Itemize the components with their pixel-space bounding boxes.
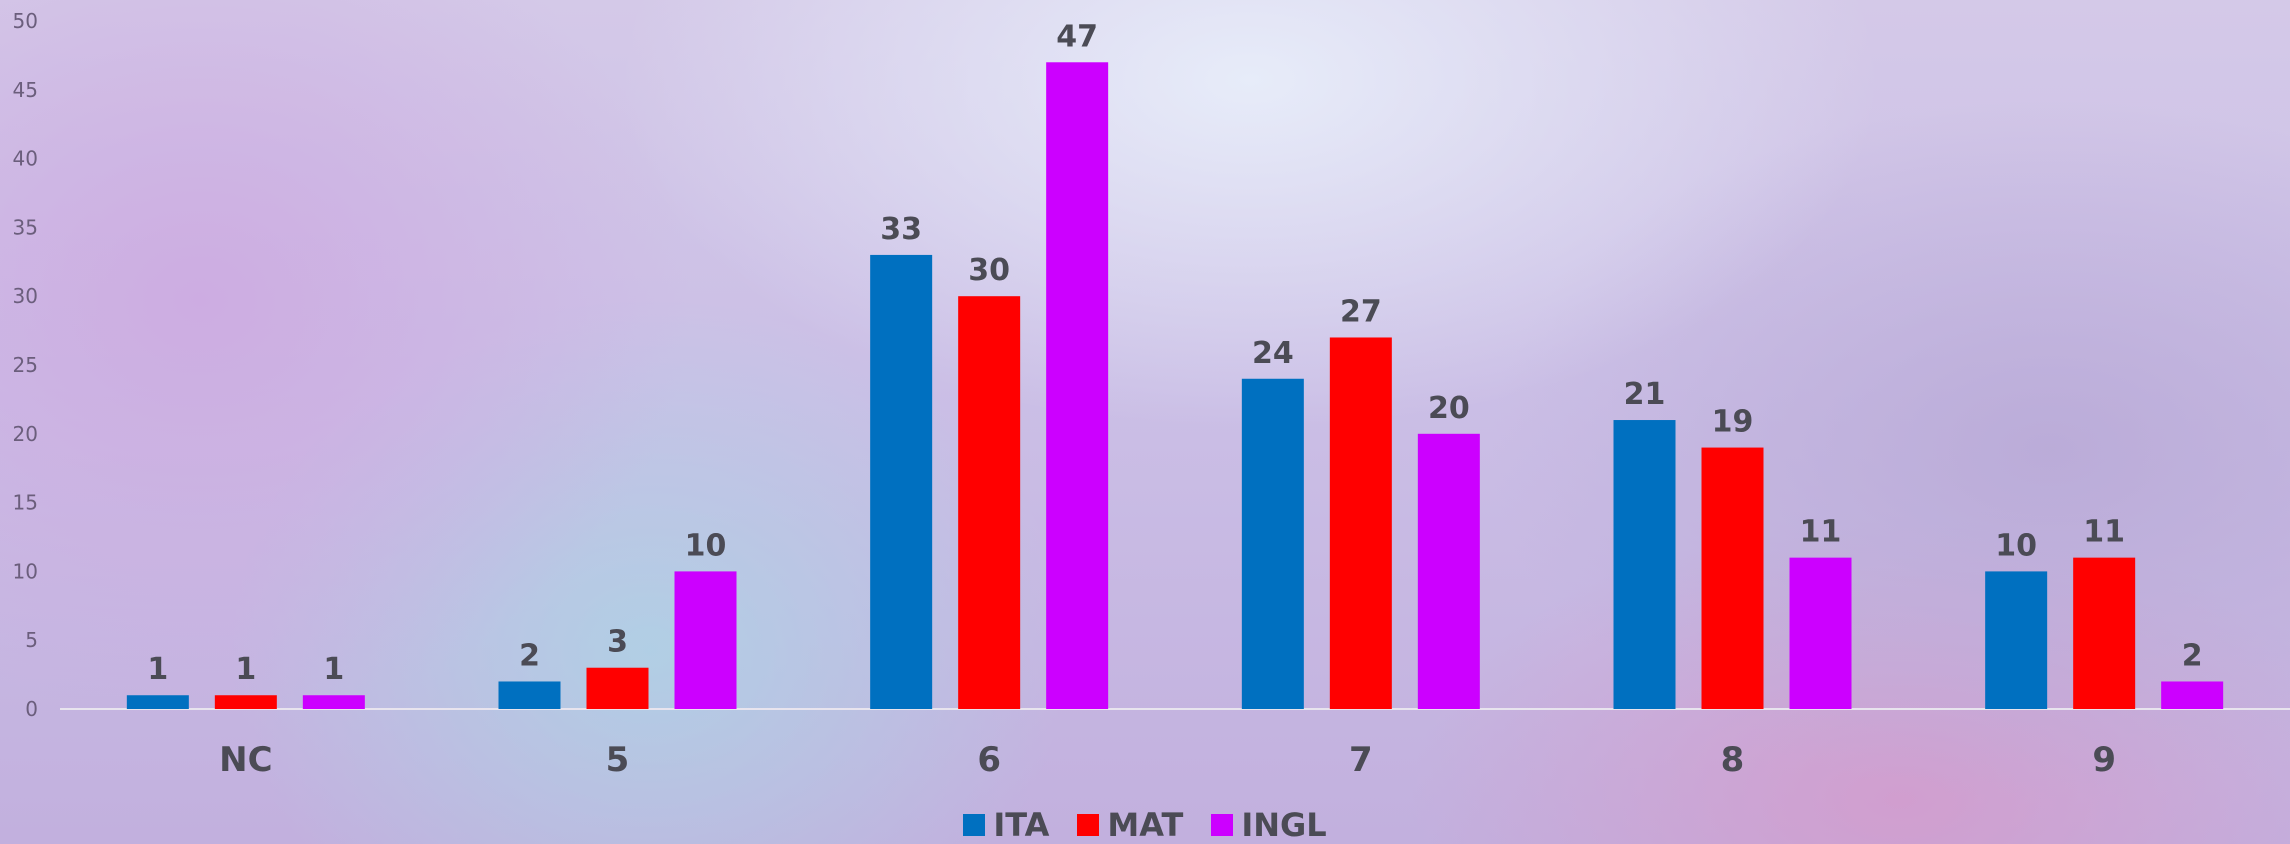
x-tick-label: 7 <box>1349 740 1373 780</box>
data-label: 47 <box>1056 19 1098 54</box>
data-label: 10 <box>685 528 727 563</box>
data-label: 3 <box>607 625 628 660</box>
x-tick-label: 8 <box>1721 740 1745 780</box>
data-label: 19 <box>1712 405 1754 440</box>
bar-mat <box>1329 337 1392 709</box>
data-label: 30 <box>968 253 1010 288</box>
legend-label: INGL <box>1241 806 1327 844</box>
y-tick-label: 10 <box>13 559 38 583</box>
y-tick-label: 30 <box>13 284 38 308</box>
legend-item-ita: ITA <box>963 806 1049 844</box>
bar-ita <box>1613 420 1676 709</box>
legend-swatch <box>963 814 986 836</box>
data-label: 20 <box>1428 391 1470 426</box>
y-tick-label: 5 <box>25 628 38 652</box>
x-tick-label: 6 <box>977 740 1001 780</box>
legend-item-mat: MAT <box>1077 806 1183 844</box>
bar-mat <box>586 667 649 709</box>
y-tick-label: 15 <box>13 491 38 515</box>
bar-ingl <box>674 571 737 709</box>
legend-label: ITA <box>993 806 1050 844</box>
bar-ingl <box>1046 62 1109 709</box>
y-tick-label: 50 <box>13 9 38 33</box>
bar-ita <box>1985 571 2048 709</box>
y-tick-label: 20 <box>13 422 38 446</box>
bar-mat <box>1701 447 1764 709</box>
x-tick-label: 9 <box>2092 740 2116 780</box>
bar-ingl <box>302 695 365 709</box>
data-label: 27 <box>1340 294 1382 329</box>
data-label: 24 <box>1252 336 1294 371</box>
data-label: 2 <box>2182 638 2203 673</box>
data-label: 11 <box>2083 515 2125 550</box>
bar-mat <box>214 695 277 709</box>
data-label: 1 <box>323 652 344 687</box>
y-tick-label: 35 <box>13 215 38 239</box>
bar-ingl <box>1789 557 1852 709</box>
data-label: 2 <box>519 638 540 673</box>
x-tick-label: NC <box>219 740 272 780</box>
bar-ingl <box>1417 433 1480 709</box>
legend-item-ingl: INGL <box>1211 806 1327 844</box>
legend-label: MAT <box>1107 806 1184 844</box>
bar-ita <box>870 254 933 710</box>
bar-mat <box>958 296 1021 709</box>
data-label: 1 <box>147 652 168 687</box>
y-tick-label: 45 <box>13 78 38 102</box>
bar-ita <box>126 695 189 709</box>
data-label: 1 <box>235 652 256 687</box>
data-label: 11 <box>1800 515 1842 550</box>
legend-swatch <box>1077 814 1100 836</box>
chart-legend: ITA MAT INGL <box>0 806 2290 844</box>
x-tick-label: 5 <box>606 740 630 780</box>
legend-swatch <box>1211 814 1234 836</box>
data-label: 10 <box>1995 528 2037 563</box>
bar-ingl <box>2161 681 2224 709</box>
bar-mat <box>2073 557 2136 709</box>
data-label: 21 <box>1624 377 1666 412</box>
y-tick-label: 25 <box>13 353 38 377</box>
bar-ita <box>498 681 561 709</box>
bar-ita <box>1241 378 1304 709</box>
data-label: 33 <box>880 212 922 247</box>
y-tick-label: 40 <box>13 147 38 171</box>
y-tick-label: 0 <box>25 697 38 721</box>
